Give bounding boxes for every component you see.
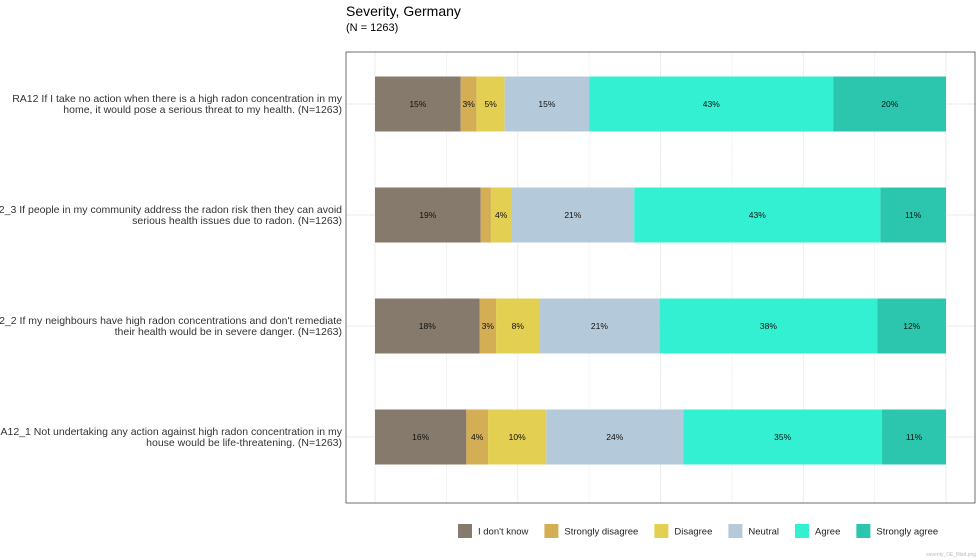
legend-label: Strongly agree bbox=[876, 527, 938, 538]
bar-data-label: 18% bbox=[419, 321, 436, 331]
chart-title: Severity, Germany bbox=[346, 3, 461, 19]
bar-segment bbox=[882, 409, 946, 465]
y-axis-label-line: RA12_3 If people in my community address… bbox=[0, 204, 342, 216]
bar-segment bbox=[480, 187, 491, 243]
bar-segment bbox=[877, 298, 946, 354]
bar-data-label: 5% bbox=[484, 99, 497, 109]
legend-swatch bbox=[795, 524, 809, 538]
y-axis-label: RA12 If I take no action when there is a… bbox=[12, 93, 343, 116]
bar-segment bbox=[488, 409, 547, 465]
bar-segment bbox=[589, 76, 834, 132]
bar-data-label: 24% bbox=[606, 432, 623, 442]
legend-label: Neutral bbox=[748, 527, 779, 538]
bar-data-label: 3% bbox=[462, 99, 475, 109]
bar-segment bbox=[375, 409, 467, 465]
bar-segment bbox=[634, 187, 881, 243]
bar-data-label: 38% bbox=[760, 321, 777, 331]
bar-data-label: 11% bbox=[905, 210, 922, 220]
bar-segment bbox=[476, 76, 505, 132]
bar-segment bbox=[460, 76, 477, 132]
legend-swatch bbox=[544, 524, 559, 538]
bar-data-label: 4% bbox=[471, 432, 484, 442]
bar-data-label: 3% bbox=[482, 321, 495, 331]
bar-segment bbox=[511, 187, 635, 243]
legend-swatch bbox=[654, 524, 669, 538]
bar-data-label: 21% bbox=[591, 321, 608, 331]
y-axis-label-line: RA12 If I take no action when there is a… bbox=[12, 93, 343, 105]
y-axis-label: RA12_2 If my neighbours have high radon … bbox=[0, 315, 342, 338]
y-axis-label-line: serious health issues due to radon. (N=1… bbox=[132, 215, 342, 227]
bar-segment bbox=[880, 187, 946, 243]
legend-label: Strongly disagree bbox=[564, 527, 638, 538]
bar-data-label: 21% bbox=[564, 210, 581, 220]
legend-label: I don't know bbox=[478, 527, 529, 538]
y-axis-labels: RA12 If I take no action when there is a… bbox=[0, 93, 343, 449]
bar-segment bbox=[466, 409, 489, 465]
bar-segment bbox=[539, 298, 660, 354]
bar-segment bbox=[496, 298, 540, 354]
bar-data-label: 10% bbox=[509, 432, 526, 442]
bar-segment bbox=[490, 187, 512, 243]
bar-data-label: 43% bbox=[749, 210, 766, 220]
footnote: severity_DE_filled.png bbox=[926, 552, 976, 558]
bar-segment bbox=[683, 409, 883, 465]
y-axis-label-line: RA12_2 If my neighbours have high radon … bbox=[0, 315, 342, 327]
bar-data-label: 20% bbox=[881, 99, 898, 109]
bars: 15% 3% 5% 15% 43% 20% 19% 4% 21% 43% 11% 18% 3% 8% 21%… bbox=[375, 76, 946, 465]
bar-data-label: 12% bbox=[903, 321, 920, 331]
bar-segment bbox=[375, 76, 461, 132]
y-axis-label-line: their health would be in severe danger. … bbox=[115, 326, 342, 338]
bar-segment bbox=[833, 76, 946, 132]
legend-swatch bbox=[856, 524, 871, 538]
y-axis-label: RA12_3 If people in my community address… bbox=[0, 204, 342, 227]
bar-data-label: 43% bbox=[703, 99, 720, 109]
bar-data-label: 15% bbox=[538, 99, 555, 109]
y-axis-label-line: RA12_1 Not undertaking any action agains… bbox=[0, 426, 343, 438]
bar-data-label: 19% bbox=[419, 210, 436, 220]
legend-swatch bbox=[458, 524, 472, 538]
chart-subtitle: (N = 1263) bbox=[346, 22, 398, 34]
bar-data-label: 15% bbox=[409, 99, 426, 109]
bar-segment bbox=[375, 187, 481, 243]
bar-data-label: 16% bbox=[412, 432, 429, 442]
bar-segment bbox=[546, 409, 684, 465]
legend: I don't know Strongly disagree Disagree Neu… bbox=[458, 524, 938, 538]
y-axis-label-line: home, it would pose a serious threat to … bbox=[63, 104, 342, 116]
legend-swatch bbox=[728, 524, 743, 538]
bar-segment bbox=[375, 298, 480, 354]
bar-data-label: 11% bbox=[906, 432, 923, 442]
legend-label: Disagree bbox=[674, 527, 712, 538]
bar-data-label: 8% bbox=[512, 321, 525, 331]
plot-panel-border bbox=[345, 51, 976, 504]
bar-segment bbox=[479, 298, 497, 354]
bar-segment bbox=[504, 76, 590, 132]
bar-segment bbox=[659, 298, 878, 354]
legend-label: Agree bbox=[815, 527, 840, 538]
bar-data-label: 4% bbox=[495, 210, 508, 220]
y-axis-label-line: house would be life-threatening. (N=1263… bbox=[146, 437, 342, 449]
bar-data-label: 35% bbox=[774, 432, 791, 442]
y-axis-label: RA12_1 Not undertaking any action agains… bbox=[0, 426, 343, 449]
